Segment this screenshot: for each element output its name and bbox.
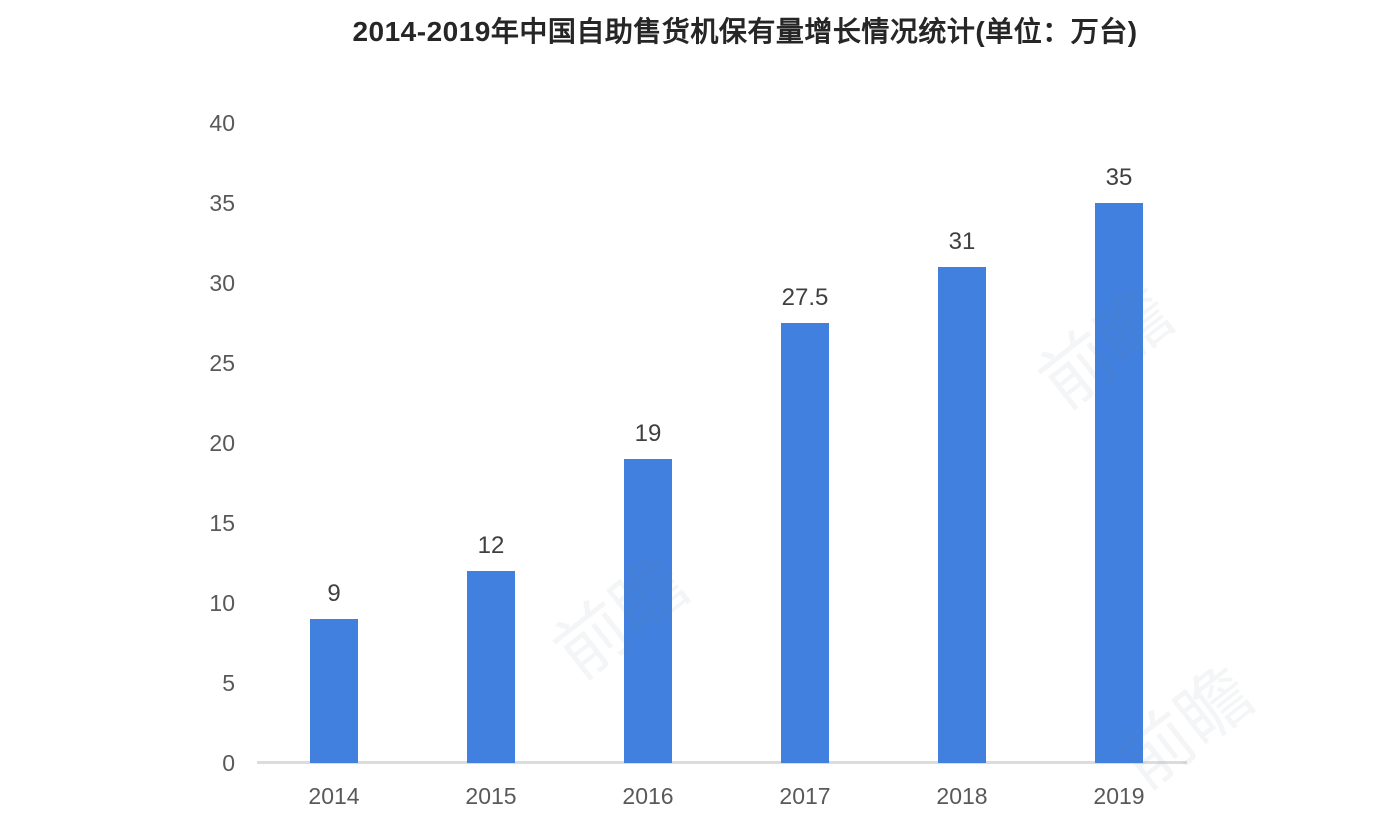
bar-2014 <box>310 619 358 763</box>
watermark: 前瞻 <box>540 542 703 695</box>
y-tick-label: 30 <box>209 270 235 296</box>
y-tick-label: 35 <box>209 190 235 216</box>
bar-value-label: 12 <box>477 532 505 559</box>
y-tick-label: 40 <box>209 110 235 136</box>
bar-2015 <box>467 571 515 763</box>
y-tick-label: 15 <box>209 510 235 536</box>
bar-value-label: 35 <box>1105 164 1133 191</box>
x-tick-label: 2017 <box>779 783 831 809</box>
bar-2017 <box>781 323 829 763</box>
x-tick-label: 2018 <box>936 783 988 809</box>
bar-value-label: 19 <box>634 420 662 447</box>
bar-value-label: 31 <box>948 228 976 255</box>
y-tick-label: 10 <box>209 590 235 616</box>
x-tick-label: 2019 <box>1093 783 1145 809</box>
x-tick-label: 2016 <box>622 783 674 809</box>
bar-2016 <box>624 459 672 763</box>
x-tick-label: 2014 <box>308 783 360 809</box>
x-axis-line <box>257 761 1187 764</box>
bar-value-label: 9 <box>327 580 341 607</box>
y-tick-label: 5 <box>222 670 235 696</box>
y-tick-label: 0 <box>222 750 235 776</box>
y-tick-label: 20 <box>209 430 235 456</box>
chart-title: 2014-2019年中国自助售货机保有量增长情况统计(单位：万台) <box>352 16 1138 47</box>
bar-2019 <box>1095 203 1143 763</box>
bar-value-label: 27.5 <box>781 284 829 311</box>
y-tick-label: 25 <box>209 350 235 376</box>
bar-2018 <box>938 267 986 763</box>
x-tick-label: 2015 <box>465 783 517 809</box>
